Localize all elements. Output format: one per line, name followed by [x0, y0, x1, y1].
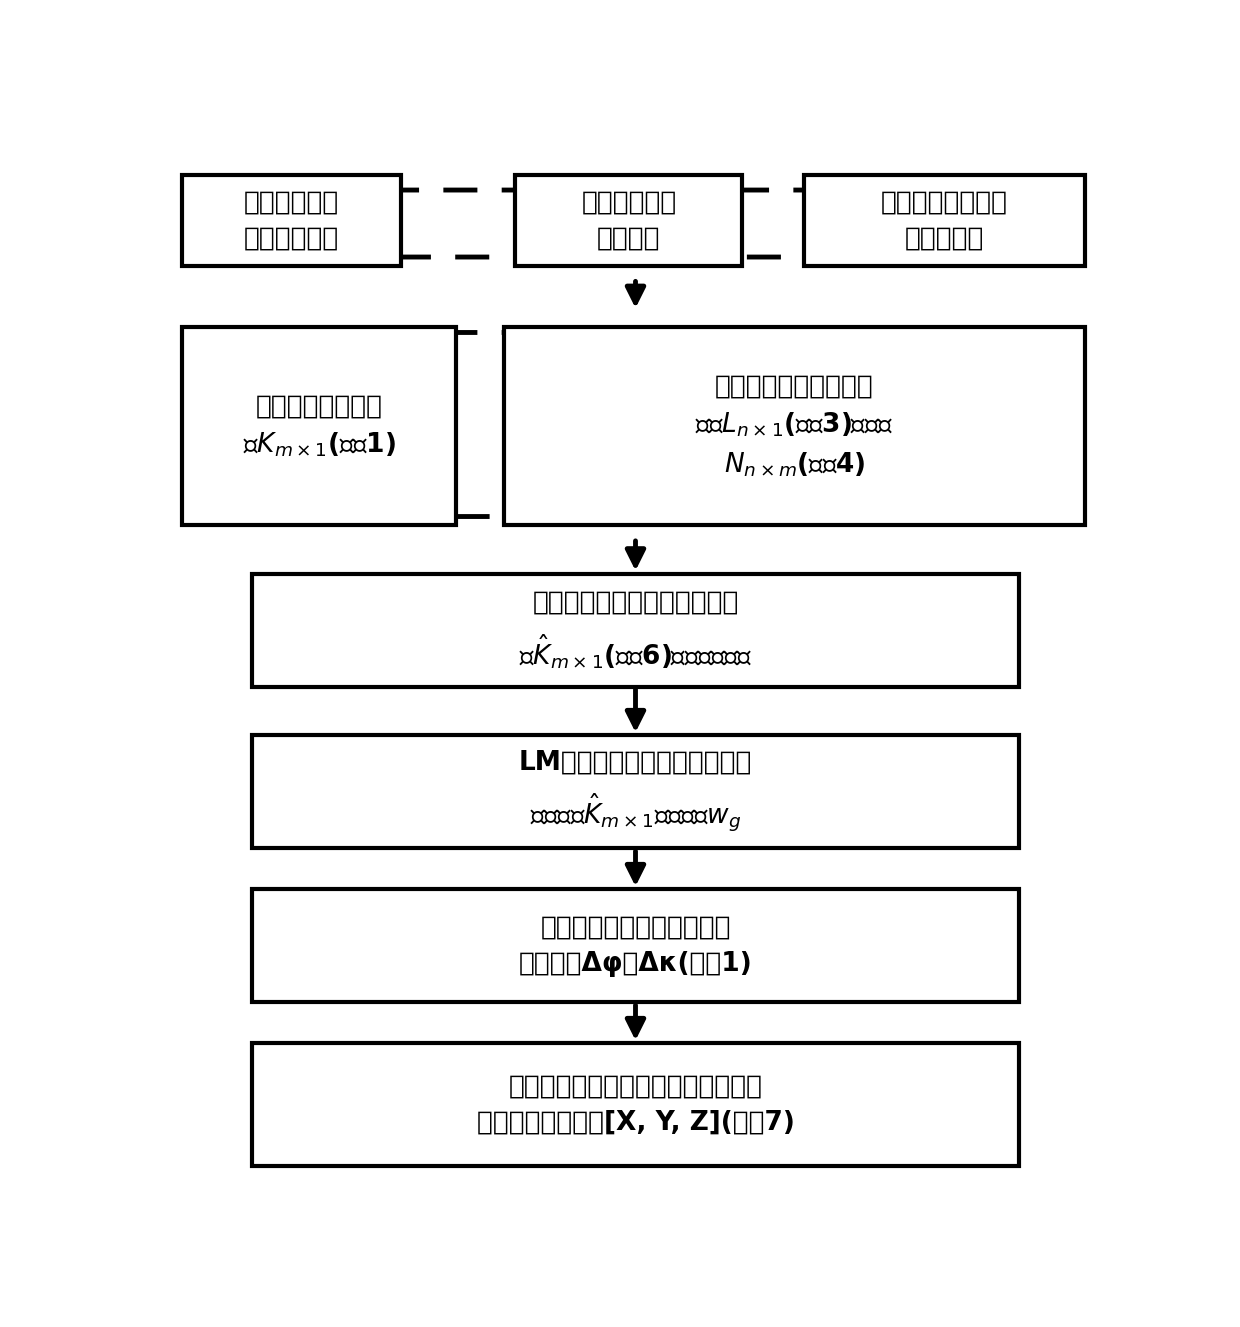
Text: 计算标定补偿指向角系统误差之后的
激光脚点三维坐标[X, Y, Z](公式7): 计算标定补偿指向角系统误差之后的 激光脚点三维坐标[X, Y, Z](公式7): [476, 1074, 795, 1136]
Text: 国际地球自转服务
局公布参数: 国际地球自转服务 局公布参数: [882, 188, 1008, 251]
Text: 地表标定场的
已知参数: 地表标定场的 已知参数: [582, 188, 677, 251]
Text: 计算俯仰和横滚方向指向角
系统误差Δφ和Δκ(公式1): 计算俯仰和横滚方向指向角 系统误差Δφ和Δκ(公式1): [518, 914, 753, 977]
Text: 构建激光观测方程中的
向量$L_{n\times1}$(公式3)和矩阵
$N_{n\times m}$(公式4): 构建激光观测方程中的 向量$L_{n\times1}$(公式3)和矩阵 $N_{…: [696, 373, 893, 479]
Text: 线性最小二乘法估计待估计向
量$\hat{K}_{m\times1}$(公式6)，作为初始值: 线性最小二乘法估计待估计向 量$\hat{K}_{m\times1}$(公式6)…: [518, 589, 753, 670]
Bar: [805, 175, 1085, 265]
Text: 构建待估计参数向
量$K_{m\times1}$(公式1): 构建待估计参数向 量$K_{m\times1}$(公式1): [243, 393, 396, 459]
Bar: [503, 326, 1085, 525]
Text: LM非线性最小二乘迭代估计待
估计向量$\hat{K}_{m\times1}$和角频率$w_g$: LM非线性最小二乘迭代估计待 估计向量$\hat{K}_{m\times1}$和…: [518, 750, 753, 835]
Bar: [182, 326, 456, 525]
Bar: [252, 573, 1019, 686]
Bar: [182, 175, 402, 265]
Bar: [252, 1043, 1019, 1166]
Text: 卫星激光测高
仪的实测数据: 卫星激光测高 仪的实测数据: [244, 188, 340, 251]
Bar: [516, 175, 743, 265]
Bar: [252, 735, 1019, 848]
Bar: [252, 889, 1019, 1002]
